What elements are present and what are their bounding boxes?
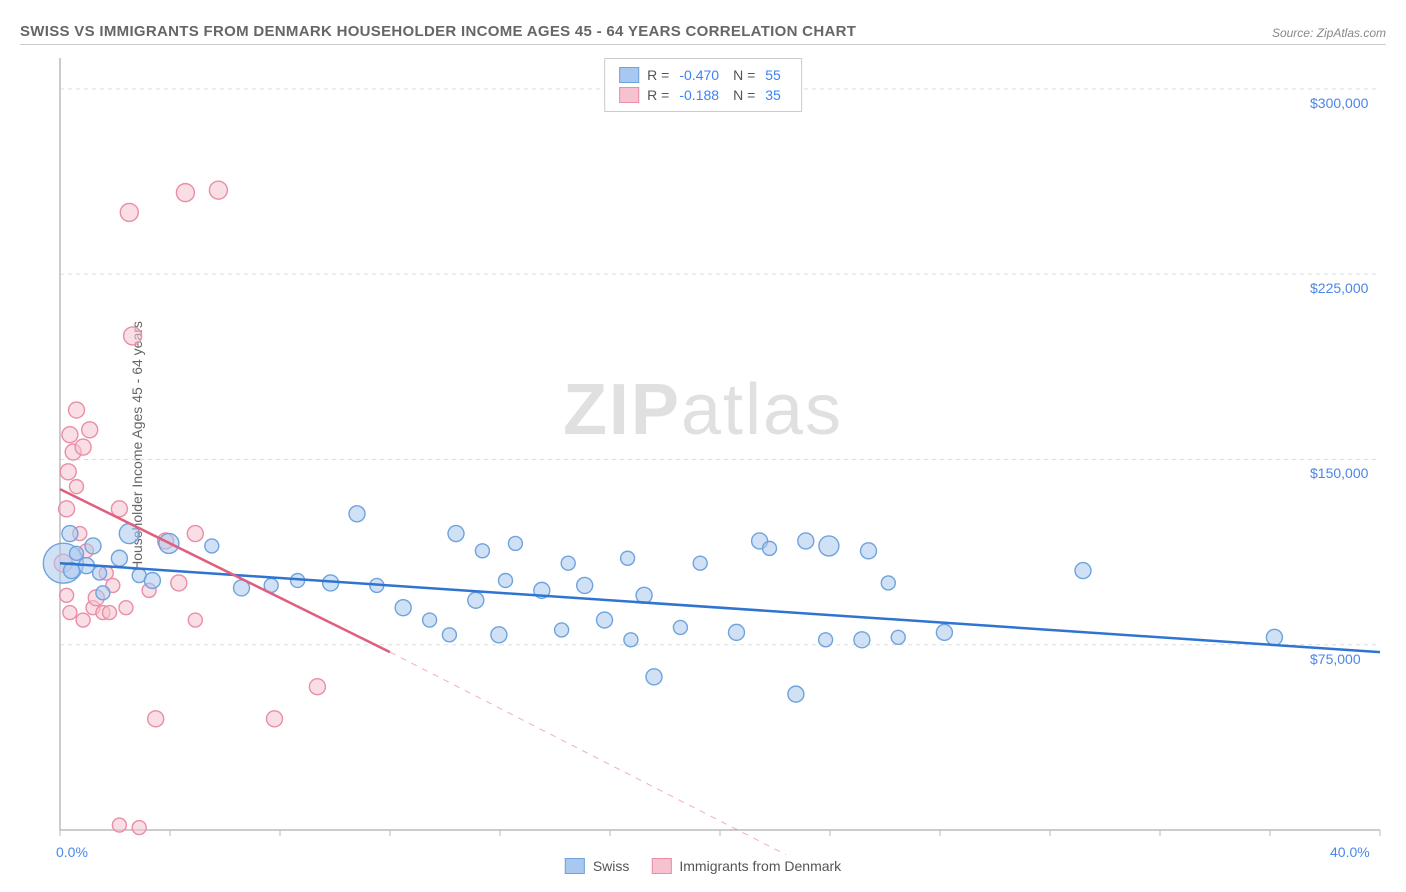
blue-point — [555, 623, 569, 637]
blue-point — [819, 633, 833, 647]
blue-point — [936, 624, 952, 640]
swatch-pink — [619, 87, 639, 103]
pink-point — [60, 464, 76, 480]
legend-item-blue: Swiss — [565, 858, 630, 874]
blue-point — [448, 526, 464, 542]
pink-point — [82, 422, 98, 438]
blue-point — [499, 573, 513, 587]
pink-point — [309, 679, 325, 695]
blue-point — [636, 587, 652, 603]
blue-trendline — [60, 563, 1380, 652]
blue-point — [788, 686, 804, 702]
pink-point — [76, 613, 90, 627]
blue-point — [819, 536, 839, 556]
blue-point — [70, 546, 84, 560]
y-tick-label: $300,000 — [1310, 95, 1368, 111]
pink-point — [171, 575, 187, 591]
blue-point — [491, 627, 507, 643]
pink-point — [148, 711, 164, 727]
pink-point — [59, 501, 75, 517]
blue-point — [205, 539, 219, 553]
blue-point — [561, 556, 575, 570]
pink-point — [267, 711, 283, 727]
blue-point — [62, 526, 78, 542]
blue-point — [673, 620, 687, 634]
pink-point — [62, 427, 78, 443]
blue-point — [891, 630, 905, 644]
pink-point — [124, 327, 142, 345]
blue-point — [96, 586, 110, 600]
blue-point — [798, 533, 814, 549]
blue-point — [729, 624, 745, 640]
blue-point — [85, 538, 101, 554]
blue-point — [442, 628, 456, 642]
pink-point — [120, 203, 138, 221]
y-tick-label: $150,000 — [1310, 465, 1368, 481]
blue-point — [646, 669, 662, 685]
swatch-blue — [619, 67, 639, 83]
pink-point — [70, 480, 84, 494]
x-axis-min-label: 0.0% — [56, 844, 88, 860]
pink-point — [209, 181, 227, 199]
correlation-legend: R =-0.470 N =55 R =-0.188 N =35 — [604, 58, 802, 112]
blue-point — [93, 566, 107, 580]
pink-trendline-dash — [390, 652, 786, 855]
blue-point — [468, 592, 484, 608]
pink-point — [187, 526, 203, 542]
y-tick-label: $75,000 — [1310, 651, 1361, 667]
blue-point — [508, 536, 522, 550]
pink-point — [188, 613, 202, 627]
pink-point — [112, 818, 126, 832]
blue-point — [763, 541, 777, 555]
legend-row-blue: R =-0.470 N =55 — [619, 65, 787, 85]
pink-point — [176, 184, 194, 202]
blue-point — [111, 550, 127, 566]
swatch-pink — [651, 858, 671, 874]
pink-point — [103, 606, 117, 620]
blue-point — [881, 576, 895, 590]
blue-point — [1266, 629, 1282, 645]
pink-point — [60, 588, 74, 602]
pink-point — [63, 606, 77, 620]
scatter-plot — [0, 0, 1406, 892]
pink-point — [69, 402, 85, 418]
blue-point — [861, 543, 877, 559]
blue-point — [395, 600, 411, 616]
legend-item-pink: Immigrants from Denmark — [651, 858, 841, 874]
blue-point — [854, 632, 870, 648]
blue-point — [693, 556, 707, 570]
swatch-blue — [565, 858, 585, 874]
series-legend: Swiss Immigrants from Denmark — [565, 858, 841, 874]
blue-point — [597, 612, 613, 628]
blue-point — [624, 633, 638, 647]
x-axis-max-label: 40.0% — [1330, 844, 1370, 860]
blue-point — [475, 544, 489, 558]
y-tick-label: $225,000 — [1310, 280, 1368, 296]
pink-point — [75, 439, 91, 455]
blue-point — [621, 551, 635, 565]
legend-row-pink: R =-0.188 N =35 — [619, 85, 787, 105]
pink-point — [119, 601, 133, 615]
blue-point — [144, 572, 160, 588]
blue-point — [349, 506, 365, 522]
blue-point — [1075, 563, 1091, 579]
pink-point — [132, 821, 146, 835]
blue-point — [423, 613, 437, 627]
blue-point — [577, 577, 593, 593]
